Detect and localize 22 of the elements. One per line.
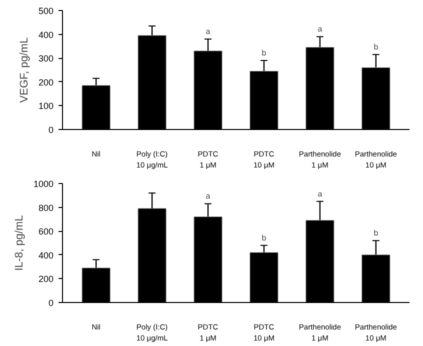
annotation: b [374, 228, 379, 238]
y-tick-label: 800 [38, 202, 54, 213]
y-axis-title: IL-8, pg/mL [13, 215, 26, 271]
y-tick-label: 1000 [33, 179, 54, 189]
annotation: a [206, 192, 211, 201]
y-tick-label: 400 [38, 30, 54, 40]
y-tick-label: 300 [38, 54, 54, 64]
y-tick-label: 200 [38, 274, 54, 284]
y-tick-label: 500 [38, 6, 54, 16]
y-tick-label: 0 [48, 298, 54, 308]
annotation: b [374, 42, 379, 52]
annotation: a [206, 27, 211, 36]
y-tick-label: 200 [38, 77, 54, 88]
y-tick-label: 100 [38, 101, 54, 112]
y-tick-label: 0 [48, 125, 54, 135]
y-tick-label: 400 [38, 250, 54, 260]
annotation: b [262, 48, 267, 58]
y-axis-title: VEGF, pg/mL [18, 37, 30, 103]
annotation: a [318, 24, 323, 34]
annotation: a [318, 189, 323, 198]
y-tick-label: 600 [38, 226, 54, 237]
annotation: b [262, 233, 267, 242]
